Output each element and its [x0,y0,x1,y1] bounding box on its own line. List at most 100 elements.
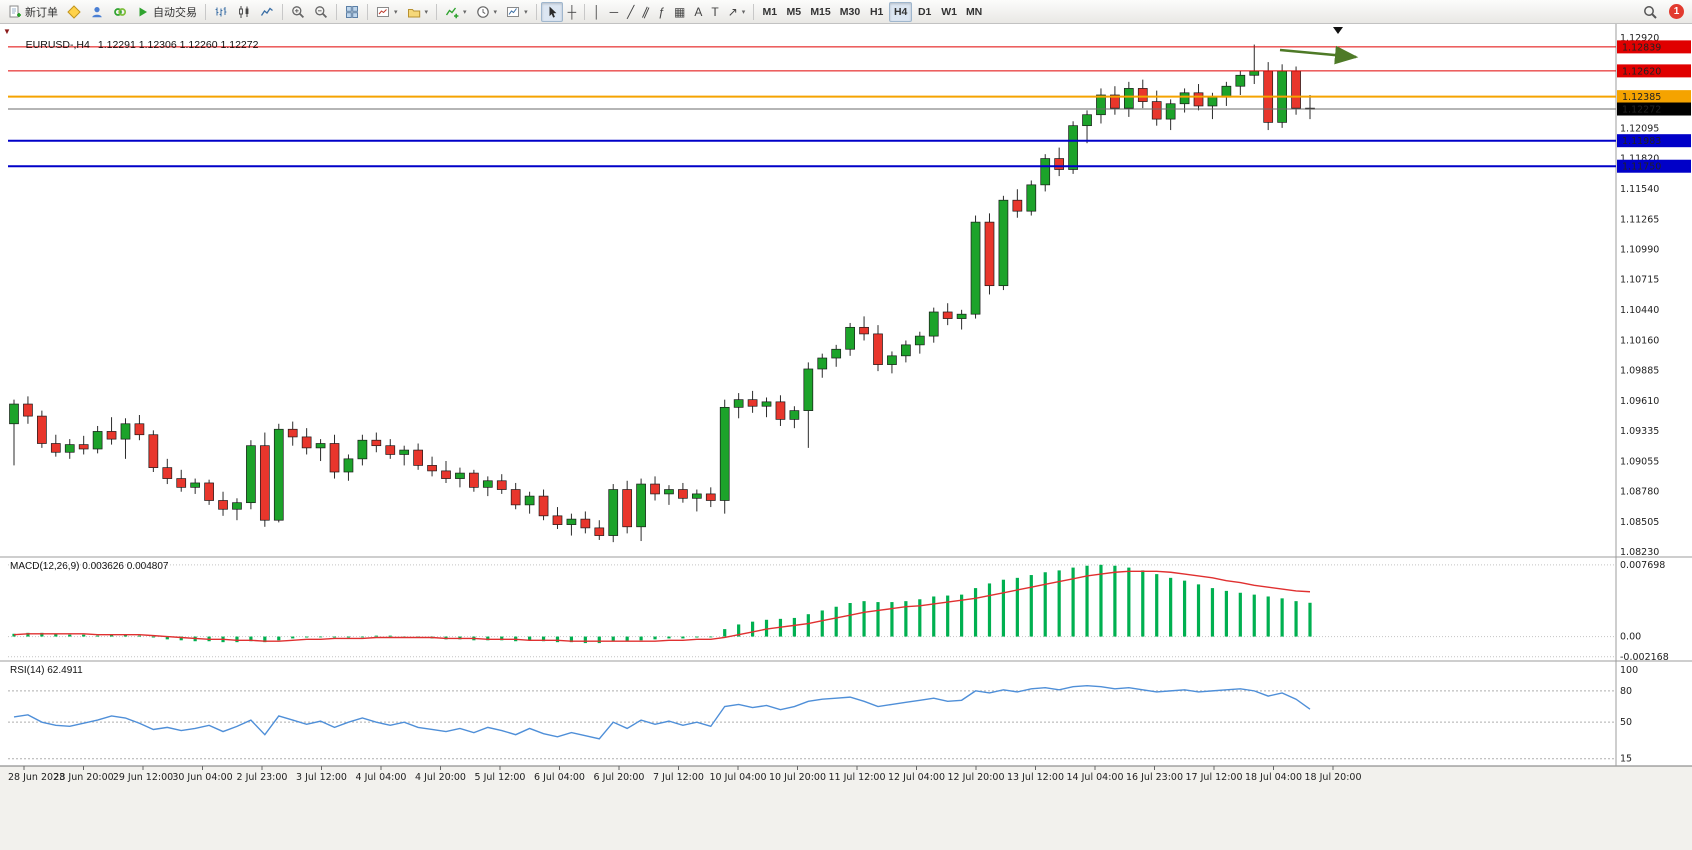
down-triangle-marker [1333,27,1343,34]
time-tick-label: 4 Jul 20:00 [415,772,466,783]
timeframe-m1-button[interactable]: M1 [758,2,781,22]
price-tick-label: 1.08505 [1620,517,1659,528]
text-label-button[interactable]: T [707,2,722,22]
chevron-down-icon: ▾ [424,8,429,16]
timeframe-h4-button[interactable]: H4 [889,1,913,22]
zoom-in-icon [292,5,305,18]
trading-chart[interactable]: 1.12920 1.12095 1.11820 1.11540 1.11265 1.109… [0,24,1692,850]
price-badge: 1.11983 [1622,136,1661,147]
price-badge: 1.11750 [1622,162,1661,173]
search-button[interactable] [1639,2,1661,22]
fibonacci-button[interactable]: ƒ [654,2,669,22]
line-chart-button[interactable] [256,2,278,22]
timeframe-h1-button[interactable]: H1 [865,2,888,22]
arrows-button[interactable]: ↗ ▾ [724,2,750,22]
candlestick-chart-button[interactable] [233,2,255,22]
crosshair-icon: ┼ [567,4,577,19]
community-icon [114,7,127,16]
text-label-icon: T [711,4,719,19]
price-axis[interactable]: 1.12920 1.12095 1.11820 1.11540 1.11265 1.109… [1617,33,1691,765]
vertical-line-button[interactable]: │ [589,2,605,22]
rsi-tick-label: 80 [1620,686,1632,697]
price-tick-label: 1.10440 [1620,305,1659,316]
toolbar-right-group: 1 [1639,2,1688,22]
toolbar-separator [282,3,283,20]
text-button[interactable]: A [690,2,706,22]
horizontal-line-button[interactable]: ─ [606,2,623,22]
timeframe-m15-button[interactable]: M15 [806,2,834,22]
time-tick-label: 18 Jul 04:00 [1245,772,1302,783]
chart-window[interactable]: ▼ EURUSD-,H4 1.12291 1.12306 1.12260 1.12… [0,24,1692,850]
time-tick-label: 3 Jul 12:00 [296,772,347,783]
candlestick-icon [239,5,249,18]
crosshair-button[interactable]: ┼ [564,2,581,22]
price-tick-label: 1.12920 [1620,33,1659,44]
price-tick-label: 1.08780 [1620,487,1659,498]
zoom-in-button[interactable] [287,2,309,22]
new-order-label: 新订单 [25,6,58,19]
time-tick-label: 10 Jul 04:00 [710,772,767,783]
symbol-period-label: EURUSD-,H4 [25,39,90,51]
timeframe-m30-button[interactable]: M30 [836,2,864,22]
time-tick-label: 6 Jul 04:00 [534,772,585,783]
new-chart-icon [377,6,389,17]
time-tick-label: 2 Jul 23:00 [237,772,288,783]
vertical-line-icon: │ [593,4,601,19]
trendline-button[interactable]: ╱ [623,2,638,22]
time-tick-label: 4 Jul 04:00 [356,772,407,783]
new-order-button[interactable]: 新订单 [4,2,62,22]
timeframe-mn-button[interactable]: MN [962,2,986,22]
metaeditor-icon [67,4,81,19]
zoom-out-button[interactable] [310,2,332,22]
community-button[interactable] [109,2,131,22]
bar-chart-button[interactable] [210,2,232,22]
time-tick-label: 30 Jun 04:00 [172,772,232,783]
time-tick-label: 29 Jun 12:00 [113,772,173,783]
symbol-ohlc-readout: EURUSD-,H4 1.12291 1.12306 1.12260 1.1227… [14,27,259,63]
autotrading-play-icon [139,7,147,16]
macd-indicator-label: MACD(12,26,9) 0.003626 0.004807 [10,561,169,572]
new-chart-button[interactable]: ▾ [372,2,402,22]
toolbar-separator [436,3,438,20]
chevron-down-icon: ▾ [394,8,398,16]
arrow-tool-icon: ↗ [727,4,738,19]
chevron-down-icon: ▾ [463,8,467,16]
toolbar-separator [535,3,537,20]
one-click-trading-toggle[interactable]: ▼ [3,27,11,36]
channel-button[interactable]: ∥ [639,2,653,22]
timeframe-w1-button[interactable]: W1 [937,2,961,22]
price-badge: 1.12385 [1622,92,1661,103]
toolbar-separator [584,3,586,20]
timeframe-d1-button[interactable]: D1 [913,2,936,22]
trend-arrow-annotation [1279,45,1359,65]
tile-windows-button[interactable] [341,2,363,22]
horizontal-line-icon: ─ [609,4,619,19]
options-button[interactable] [86,2,108,22]
toolbar-separator [205,3,206,20]
macd-tick-label: -0.002168 [1620,652,1669,663]
time-tick-label: 28 Jun 20:00 [53,772,113,783]
notification-badge[interactable]: 1 [1669,4,1684,19]
time-tick-label: 7 Jul 12:00 [653,772,704,783]
indicators-button[interactable]: ▾ [441,2,471,22]
chevron-down-icon: ▾ [741,8,746,16]
metaeditor-button[interactable] [63,2,85,22]
ohlc-values: 1.12291 1.12306 1.12260 1.12272 [97,39,259,51]
chart-background [0,24,1692,850]
time-tick-label: 17 Jul 12:00 [1186,772,1243,783]
timeframe-m5-button[interactable]: M5 [782,2,805,22]
cursor-button[interactable] [540,1,563,22]
profiles-button[interactable]: ▾ [403,2,433,22]
macd-tick-label: 0.00 [1620,632,1641,643]
periods-button[interactable]: ▾ [472,2,502,22]
chevron-down-icon: ▾ [493,8,498,16]
template-icon [507,6,520,17]
price-tick-label: 1.08230 [1620,547,1659,558]
annotations[interactable] [1279,27,1359,65]
autotrading-button[interactable]: 自动交易 [132,2,201,22]
shapes-button[interactable]: ▦ [670,2,689,22]
templates-button[interactable]: ▾ [502,2,532,22]
shapes-icon: ▦ [674,4,686,19]
toolbar-separator [336,3,337,20]
